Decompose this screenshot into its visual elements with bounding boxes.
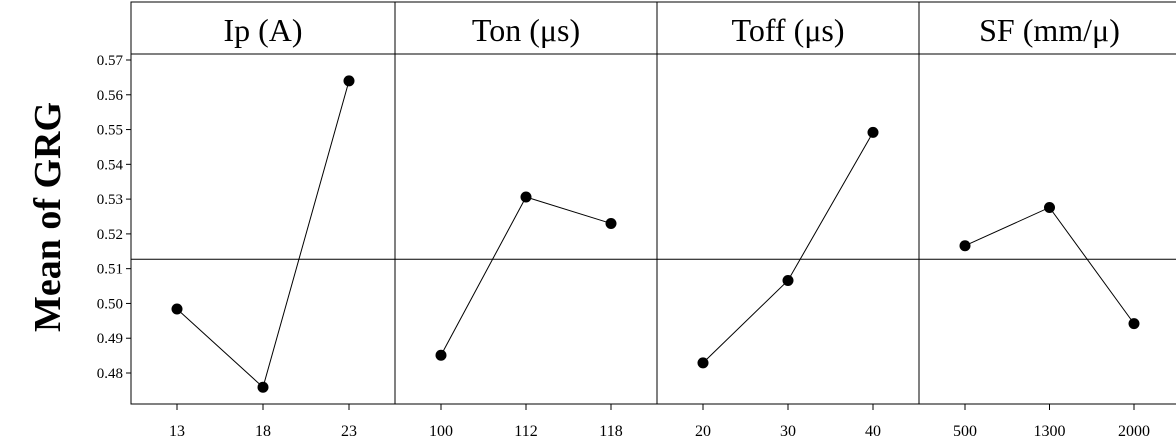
data-point <box>520 191 532 203</box>
x-tick-label: 500 <box>953 423 977 440</box>
x-tick-label: 40 <box>865 423 881 440</box>
y-tick-label: 0.56 <box>97 88 124 104</box>
panel-title: Toff (μs) <box>732 12 845 48</box>
y-tick-label: 0.50 <box>97 296 123 312</box>
series-line <box>176 80 350 389</box>
y-tick-label: 0.52 <box>97 227 123 243</box>
data-point <box>867 126 879 138</box>
data-point <box>171 303 183 315</box>
data-point <box>257 381 269 393</box>
data-point <box>1128 318 1140 330</box>
series-line <box>702 132 874 364</box>
y-tick-label: 0.57 <box>97 53 124 69</box>
x-tick-label: 118 <box>599 423 622 440</box>
x-tick-label: 18 <box>255 423 271 440</box>
data-point <box>697 357 709 369</box>
x-tick-label: 1300 <box>1034 423 1066 440</box>
y-tick-label: 0.51 <box>97 262 123 278</box>
y-tick-label: 0.48 <box>97 366 123 382</box>
x-tick-label: 13 <box>169 423 185 440</box>
plot-frame <box>130 1 1176 405</box>
panel-title: Ton (μs) <box>472 12 580 48</box>
y-axis-title: Mean of GRG <box>27 102 69 332</box>
y-tick-label: 0.49 <box>97 331 123 347</box>
panel-title: SF (mm/μ) <box>979 12 1120 48</box>
data-point <box>1044 201 1055 213</box>
x-tick-label: 2000 <box>1118 423 1150 440</box>
y-tick-label: 0.54 <box>97 157 124 173</box>
data-point <box>782 274 794 286</box>
x-tick-label: 20 <box>695 423 711 440</box>
panel-title: Ip (A) <box>223 12 302 48</box>
series-line <box>440 196 612 356</box>
data-point <box>605 217 617 229</box>
x-tick-label: 23 <box>341 423 357 440</box>
x-tick-label: 30 <box>780 423 796 440</box>
data-point <box>343 75 355 87</box>
data-point <box>959 240 971 252</box>
x-tick-label: 112 <box>514 423 537 440</box>
data-point <box>435 349 447 361</box>
x-tick-label: 100 <box>429 423 453 440</box>
y-tick-label: 0.55 <box>97 123 123 139</box>
series-line <box>964 206 1135 324</box>
y-tick-label: 0.53 <box>97 192 123 208</box>
